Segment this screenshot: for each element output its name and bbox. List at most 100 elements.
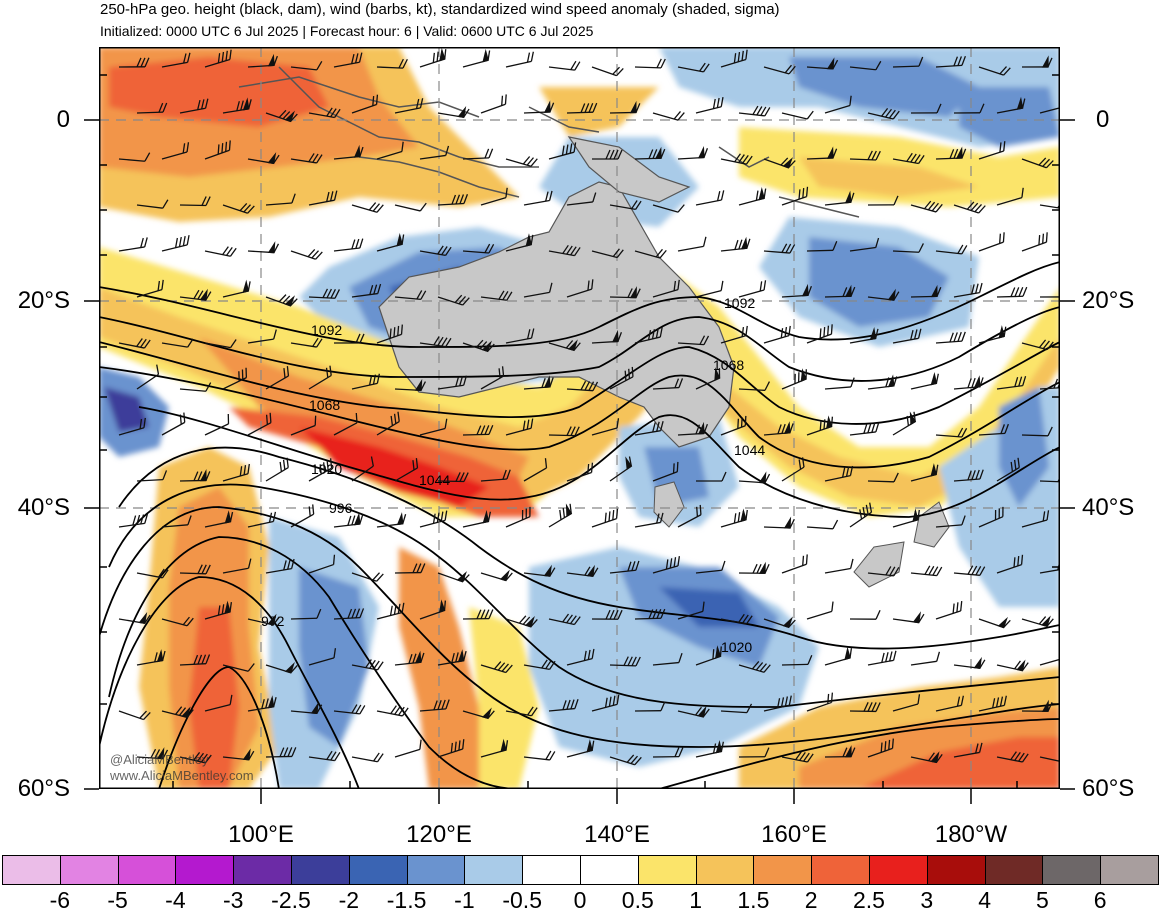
- wind-barb: [118, 57, 150, 68]
- wind-barb: [806, 519, 839, 530]
- wind-barb: [953, 282, 983, 298]
- wind-barb: [824, 745, 856, 758]
- wind-barb: [351, 572, 384, 582]
- wind-barb: [480, 738, 509, 758]
- wind-barb: [591, 66, 624, 77]
- wind-barb: [462, 425, 494, 436]
- wind-barb: [910, 565, 943, 577]
- wind-barb: [179, 98, 209, 114]
- wind-barb: [953, 656, 986, 669]
- wind-barb: [695, 96, 724, 114]
- wind-barb: [849, 609, 881, 620]
- wind-barb: [222, 663, 255, 672]
- wind-barb: [634, 58, 666, 69]
- colorbar-tick-label: 0: [573, 887, 587, 913]
- wind-barb: [953, 565, 986, 576]
- wind-barb: [910, 463, 939, 482]
- wind-barb: [806, 692, 834, 712]
- wind-barb: [505, 51, 534, 68]
- wind-barb: [118, 612, 151, 625]
- wind-barb: [609, 456, 633, 482]
- wind-barb: [333, 238, 364, 252]
- wind-barb: [333, 52, 363, 68]
- wind-barb: [634, 146, 666, 160]
- wind-barb: [738, 747, 770, 758]
- wind-barb: [523, 659, 556, 671]
- wind-barb: [1039, 646, 1060, 666]
- wind-barb: [806, 324, 833, 344]
- wind-barb: [161, 338, 194, 348]
- wind-barb: [591, 609, 623, 620]
- wind-barb: [953, 469, 984, 482]
- wind-barb: [609, 100, 641, 114]
- wind-barb: [849, 702, 881, 713]
- wind-barb: [781, 751, 814, 763]
- lon-label: 120°E: [406, 821, 472, 848]
- wind-barb: [652, 111, 685, 121]
- wind-barb: [1021, 699, 1053, 712]
- wind-barb: [179, 654, 211, 666]
- wind-barb: [376, 411, 400, 436]
- wind-barb: [462, 609, 494, 620]
- wind-barb: [161, 52, 191, 68]
- wind-barb: [376, 232, 405, 252]
- wind-barb: [892, 56, 924, 68]
- wind-barb: [290, 608, 322, 620]
- lat-label-right: 40°S: [1082, 494, 1135, 521]
- wind-barb: [609, 366, 634, 390]
- wind-barb: [222, 279, 251, 298]
- chart-subtitle: Initialized: 0000 UTC 6 Jul 2025 | Forec…: [100, 23, 594, 39]
- wind-barb: [892, 243, 924, 253]
- wind-barb: [566, 102, 598, 114]
- wind-barb: [609, 286, 641, 299]
- wind-barb: [265, 366, 290, 390]
- colorbar-tick-label: 4: [978, 887, 991, 913]
- wind-barb: [222, 367, 248, 390]
- wind-barb: [591, 508, 619, 528]
- wind-barb: [953, 201, 986, 214]
- wind-barb: [333, 608, 365, 620]
- lat-label-right: 20°S: [1082, 287, 1135, 314]
- wind-barb: [695, 645, 722, 666]
- wind-barb: [806, 601, 834, 620]
- contour-label: 996: [329, 500, 353, 516]
- wind-barb: [1039, 105, 1060, 114]
- credit-handle: @AliciaMBentley: [110, 752, 209, 767]
- wind-barb: [136, 568, 169, 579]
- wind-barb: [333, 512, 364, 528]
- wind-barb: [118, 237, 148, 252]
- wind-barb: [394, 378, 427, 392]
- wind-barb: [290, 248, 323, 260]
- wind-barb: [351, 202, 384, 213]
- colorbar-tick-label: 1.5: [737, 887, 770, 913]
- wind-barb: [849, 237, 880, 252]
- wind-barb: [462, 339, 495, 353]
- wind-barb: [290, 415, 317, 436]
- wind-barb: [548, 426, 580, 437]
- wind-barb: [677, 705, 710, 718]
- wind-barb: [179, 382, 212, 392]
- wind-barb: [308, 365, 332, 390]
- wind-barb: [953, 742, 983, 758]
- wind-barb: [523, 190, 553, 206]
- wind-barb: [265, 558, 295, 574]
- colorbar-swatch: [984, 855, 1044, 885]
- colorbar-swatch: [117, 855, 177, 885]
- wind-barb: [996, 554, 1024, 574]
- wind-barb: [824, 284, 856, 298]
- wind-barb: [204, 694, 233, 712]
- wind-barb: [806, 240, 838, 252]
- wind-barb: [763, 157, 796, 169]
- wind-barb: [910, 103, 942, 114]
- lon-label: 180°W: [934, 821, 1008, 848]
- wind-barb: [910, 200, 943, 213]
- lon-label: 100°E: [228, 821, 294, 848]
- wind-barb: [824, 95, 852, 114]
- wind-barb: [652, 461, 679, 482]
- wind-barb: [824, 465, 854, 482]
- wind-barb: [265, 457, 289, 482]
- wind-barb: [204, 49, 232, 68]
- wind-barb: [308, 288, 340, 299]
- wind-barb: [867, 288, 900, 301]
- wind-barb: [376, 512, 407, 528]
